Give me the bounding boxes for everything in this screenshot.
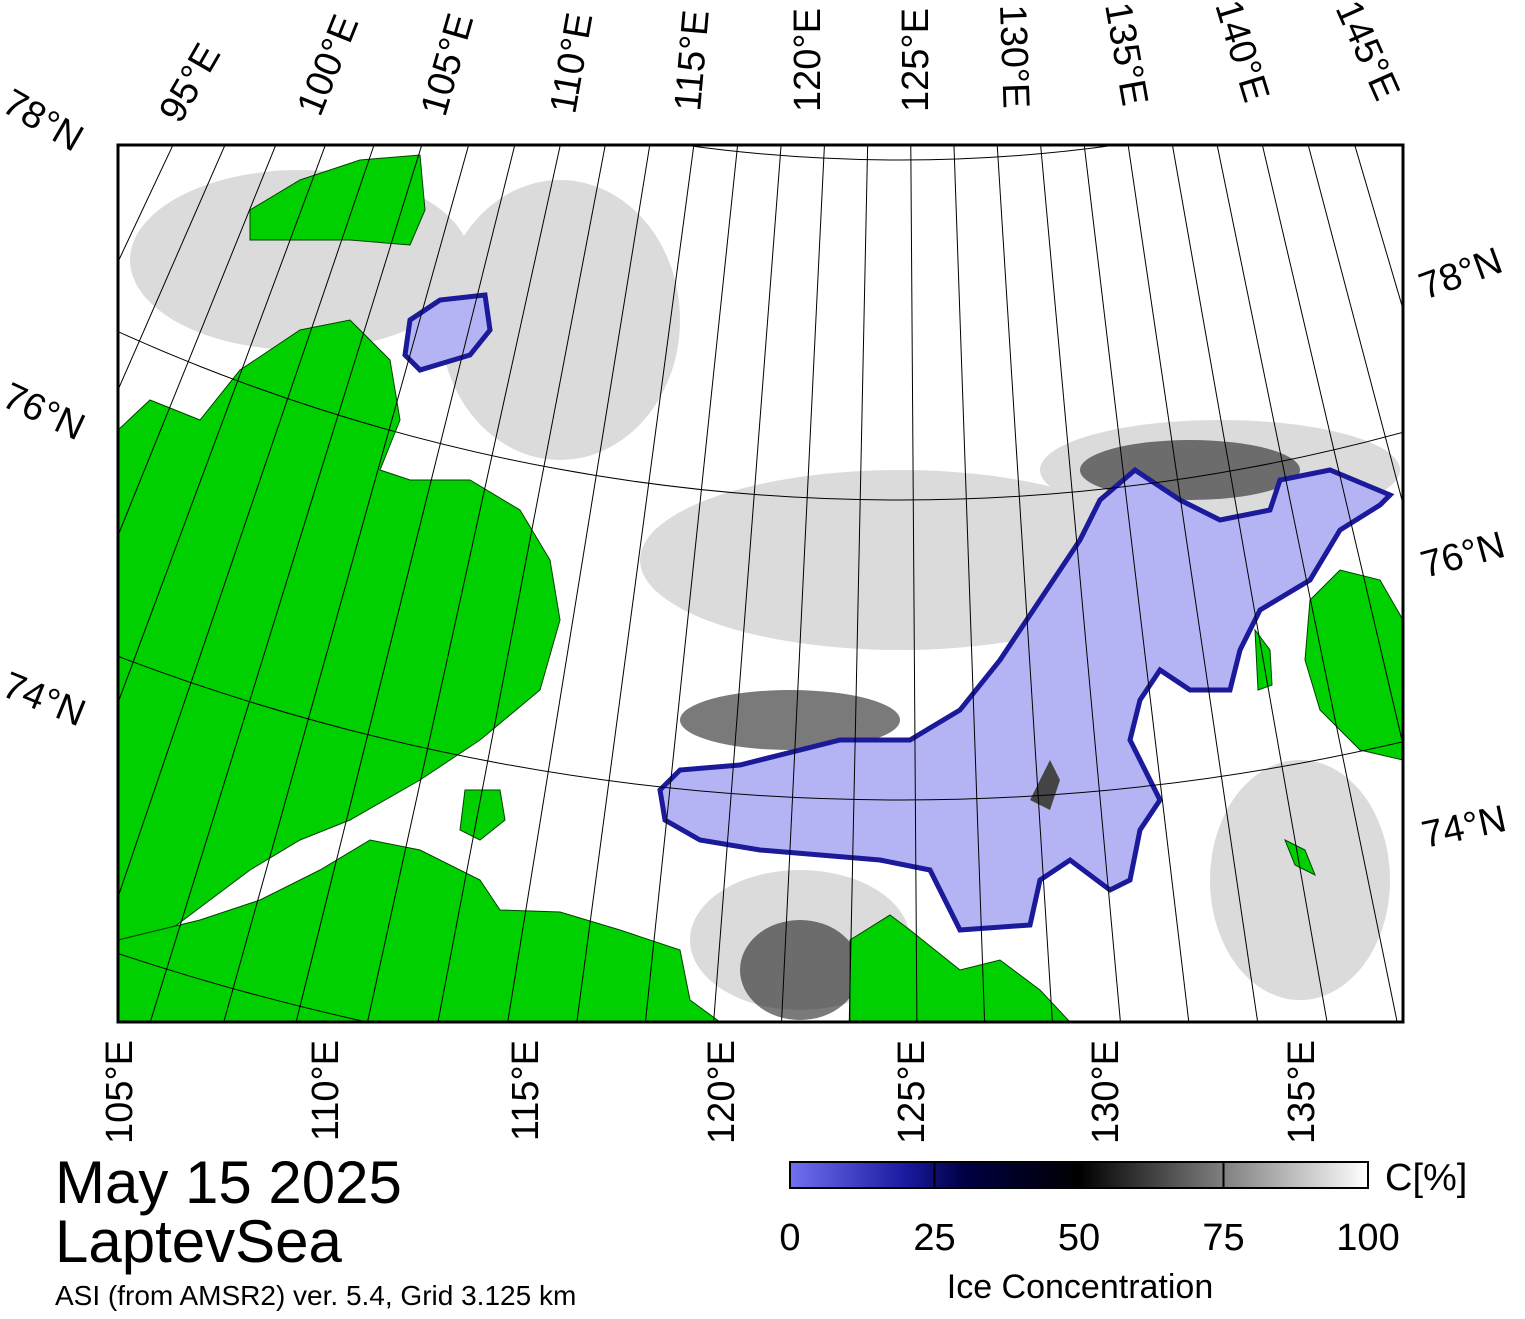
- meridian: [910, 145, 918, 1022]
- meridian: [1127, 145, 1259, 1022]
- top-label: 120°E: [787, 8, 829, 112]
- meridian: [1216, 145, 1398, 1022]
- meridian: [118, 145, 326, 705]
- meridian: [953, 145, 986, 1022]
- colorbar-tick-label: 50: [1058, 1217, 1100, 1259]
- top-label: 95°E: [151, 37, 229, 130]
- top-label: 135°E: [1096, 0, 1155, 109]
- bottom-label: 120°E: [701, 1040, 743, 1144]
- top-label: 125°E: [895, 8, 937, 112]
- left-label: 76°N: [0, 375, 91, 449]
- meridian: [118, 145, 375, 899]
- region: LaptevSea: [55, 1208, 343, 1275]
- meridian: [996, 145, 1053, 1022]
- meridian: [576, 145, 695, 1022]
- map-frame: [116, 143, 1405, 1024]
- meridian: [437, 145, 606, 1022]
- meridian: [1171, 145, 1328, 1022]
- ice-edge: [680, 440, 1300, 1020]
- top-label: 105°E: [413, 9, 482, 121]
- island: [1030, 760, 1060, 810]
- polynya: [402, 292, 493, 373]
- meridian: [295, 145, 516, 1022]
- colorbar-tick-label: 75: [1202, 1217, 1244, 1259]
- bottom-label: 115°E: [505, 1040, 547, 1141]
- top-label: 130°E: [991, 4, 1037, 109]
- bottom-label: 105°E: [99, 1040, 141, 1144]
- meridian: [118, 145, 277, 537]
- colorbar-tick-label: 25: [913, 1217, 955, 1259]
- land: [118, 154, 1403, 1022]
- bottom-label: 110°E: [305, 1040, 347, 1141]
- left-label: 74°N: [0, 664, 91, 735]
- meridian: [1040, 145, 1121, 1022]
- colorbar-title: Ice Concentration: [947, 1268, 1214, 1306]
- date: May 15 2025: [55, 1149, 402, 1216]
- left-label: 78°N: [0, 81, 90, 160]
- meridian: [366, 145, 561, 1022]
- colorbar-tick-label: 100: [1336, 1217, 1399, 1259]
- right-label: 74°N: [1418, 798, 1510, 857]
- meridian: [1083, 145, 1190, 1022]
- bottom-label: 125°E: [891, 1040, 933, 1144]
- meridian: [223, 145, 470, 1022]
- meridian: [507, 145, 651, 1022]
- colorbar-tick-label: 0: [779, 1217, 800, 1259]
- meridian: [149, 145, 423, 1022]
- colorbar-ticks: 0 25 50 75 100: [779, 1162, 1400, 1259]
- bottom-label: 135°E: [1281, 1040, 1323, 1144]
- meridian: [644, 145, 739, 1022]
- top-label: 110°E: [543, 10, 602, 117]
- right-label: 78°N: [1414, 240, 1508, 309]
- top-label: 145°E: [1327, 0, 1408, 107]
- meridian: [118, 145, 226, 392]
- meridian: [713, 145, 782, 1022]
- top-label: 100°E: [289, 9, 367, 121]
- meridian: [1307, 145, 1403, 506]
- bottom-label: 130°E: [1085, 1040, 1127, 1144]
- top-label: 140°E: [1206, 0, 1277, 107]
- meridian: [1403, 13, 1525, 1143]
- meridian: [1354, 145, 1403, 311]
- source: ASI (from AMSR2) ver. 5.4, Grid 3.125 km: [55, 1280, 576, 1311]
- meridian: [1261, 145, 1403, 747]
- meridian: [1520, 0, 1525, 1059]
- colorbar-unit: C[%]: [1385, 1157, 1467, 1199]
- meridian: [848, 145, 869, 1022]
- top-label: 115°E: [667, 8, 718, 112]
- parallel: [683, 145, 1117, 161]
- meridian: [781, 145, 825, 1022]
- right-label: 76°N: [1416, 524, 1509, 587]
